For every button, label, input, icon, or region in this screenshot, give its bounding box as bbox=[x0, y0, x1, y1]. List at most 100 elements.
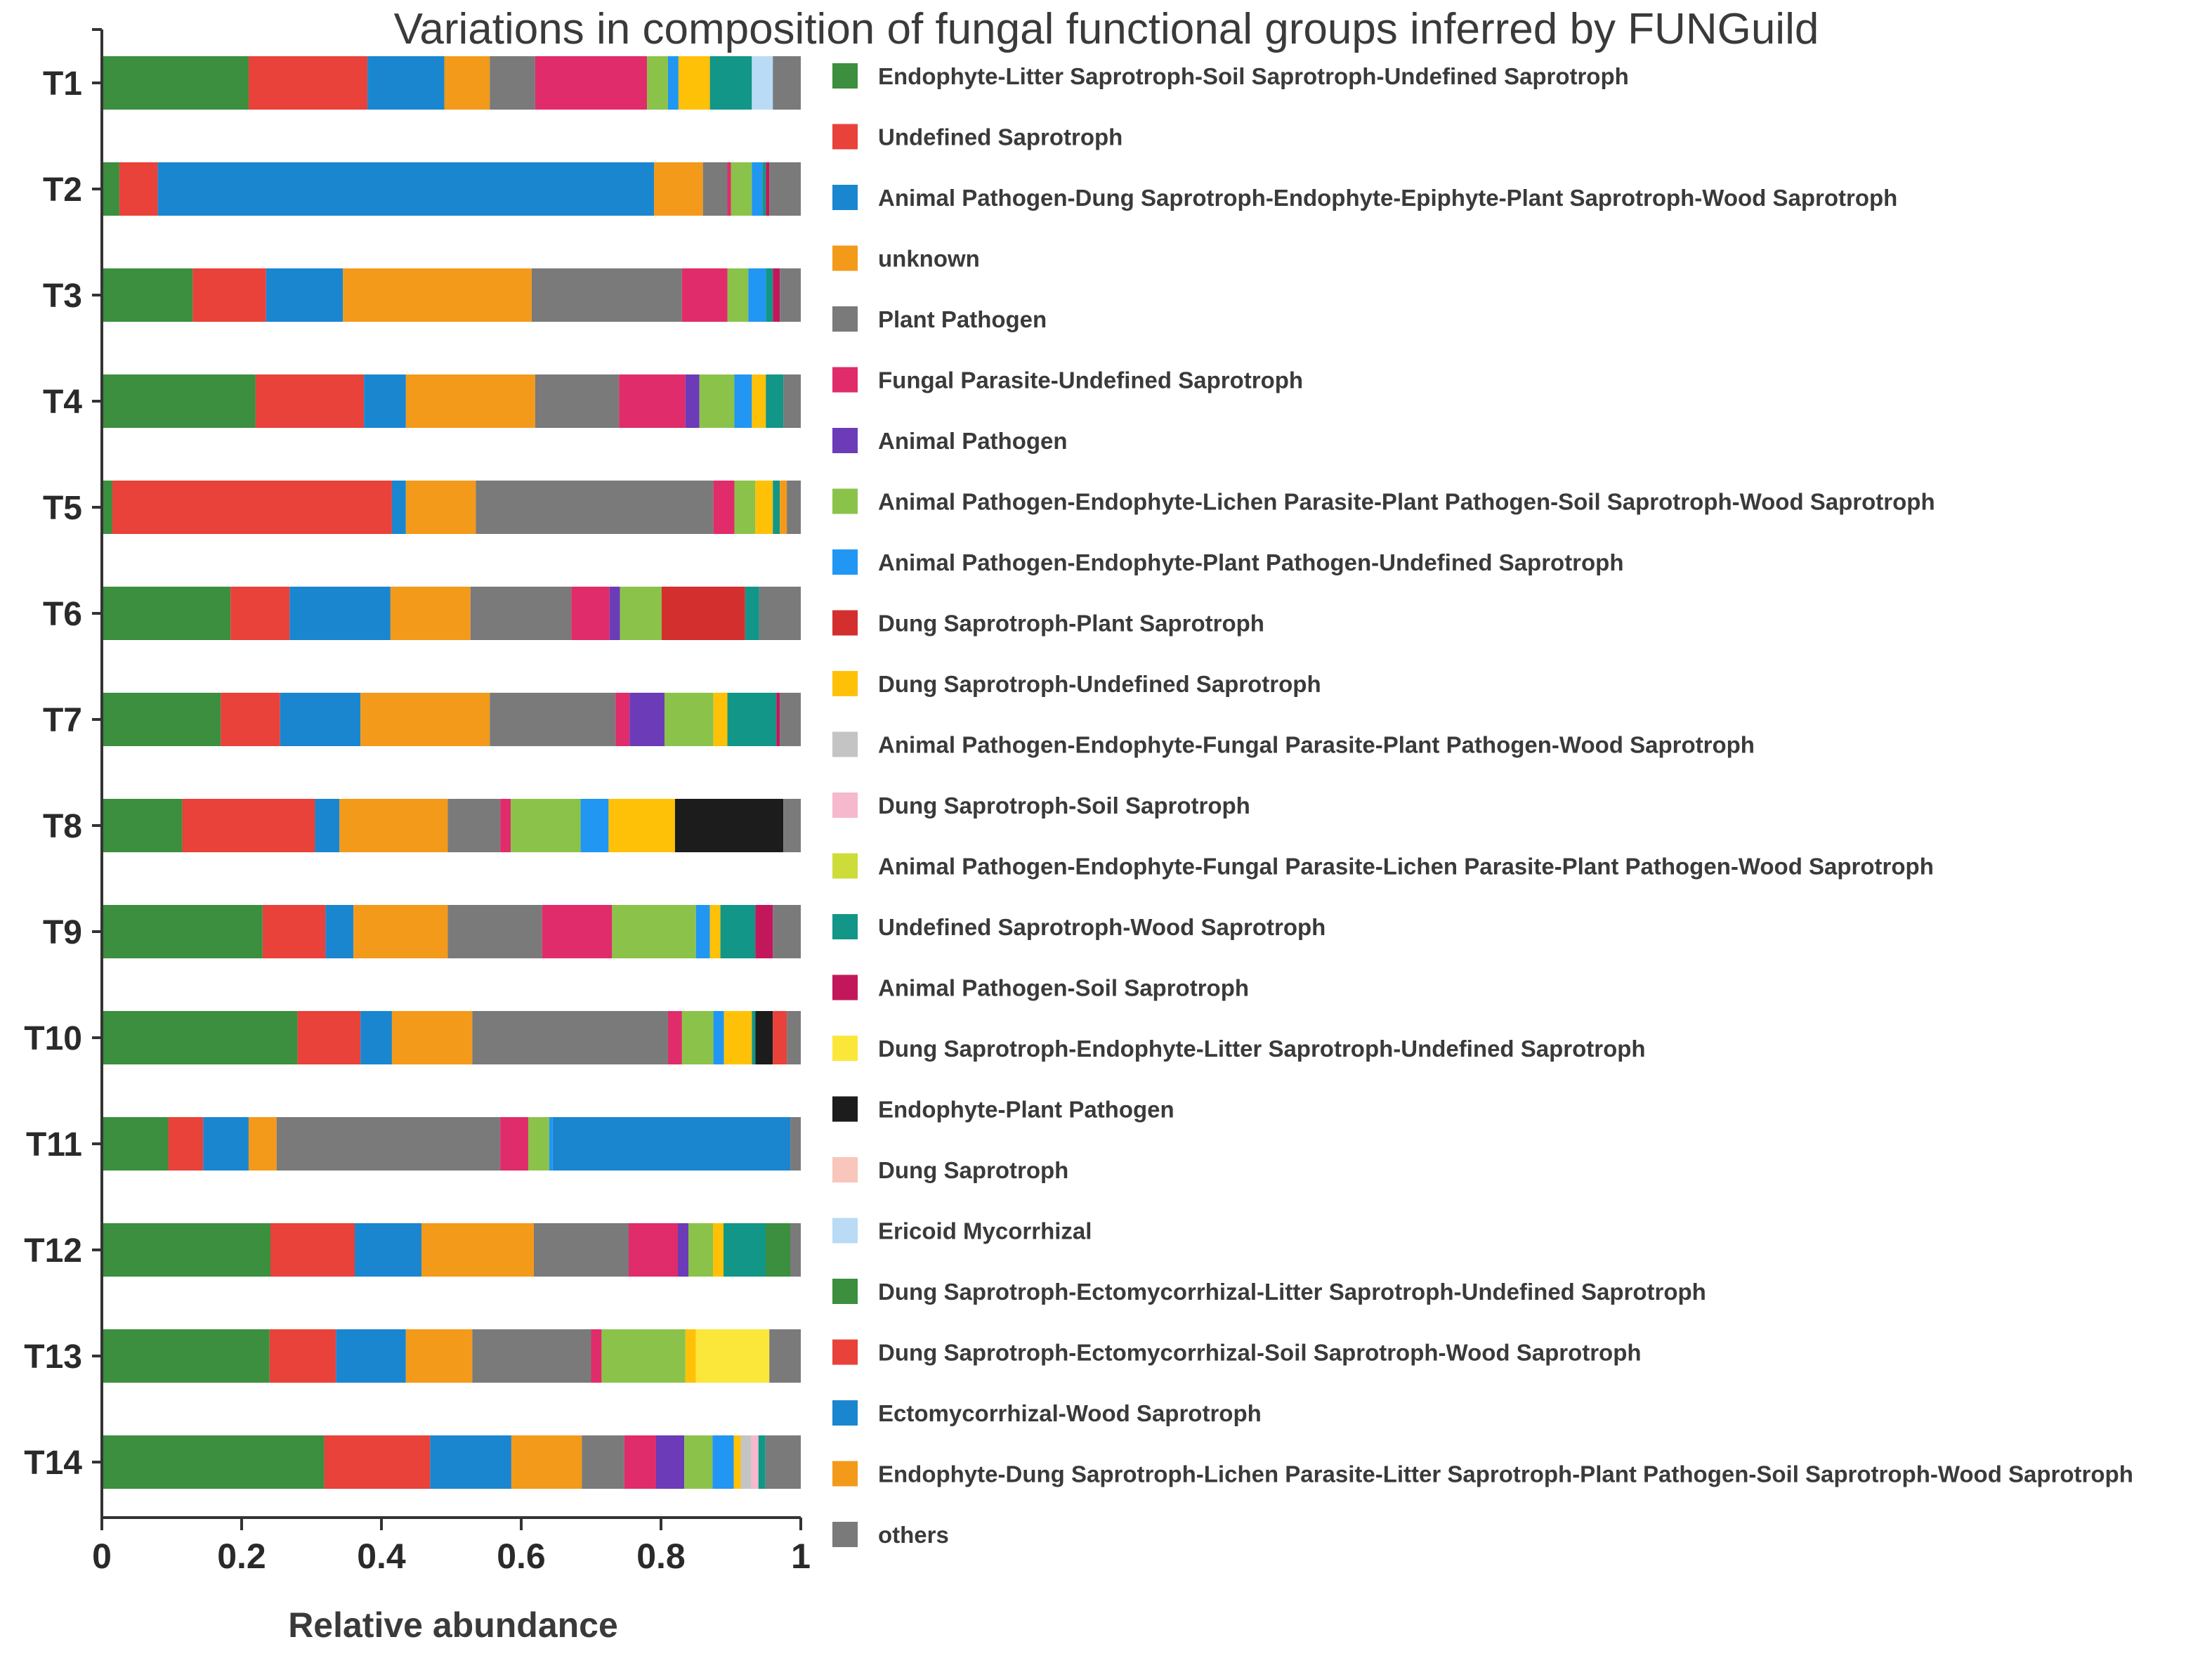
x-tick-label: 0.4 bbox=[357, 1537, 406, 1576]
legend-label: Dung Saprotroph-Ectomycorrhizal-Soil Sap… bbox=[878, 1340, 1642, 1366]
legend-swatch bbox=[832, 1522, 858, 1547]
bar-segment-t11-8 bbox=[549, 1117, 553, 1171]
bar-segment-t6-0 bbox=[102, 587, 231, 640]
bar-segment-t5-1 bbox=[112, 481, 392, 534]
bar-segment-t13-10 bbox=[685, 1329, 696, 1383]
bar-segment-t14-5 bbox=[624, 1435, 656, 1489]
x-tick-label: 0.6 bbox=[497, 1537, 546, 1576]
bar-segment-t5-3 bbox=[405, 481, 476, 534]
bar-segment-t1-10 bbox=[678, 56, 710, 110]
bar-segment-t8-1 bbox=[182, 799, 315, 852]
bar-segment-t4-14 bbox=[766, 374, 784, 428]
bar-segment-t3-3 bbox=[343, 268, 532, 322]
legend-swatch bbox=[832, 731, 858, 757]
bar-segment-t6-9 bbox=[661, 587, 745, 640]
bar-segment-t5-10 bbox=[755, 481, 773, 534]
bar-segment-t12-7 bbox=[688, 1223, 713, 1277]
bar-segment-t4-5 bbox=[619, 374, 686, 428]
y-tick-label: T3 bbox=[43, 278, 82, 315]
legend-swatch bbox=[832, 793, 858, 818]
bar-segment-t1-8 bbox=[667, 56, 679, 110]
bar-segment-t9-5 bbox=[542, 905, 613, 958]
bar-segment-t11-5 bbox=[500, 1117, 528, 1171]
legend-label: Animal Pathogen bbox=[878, 428, 1068, 454]
bar-segment-t5-5 bbox=[713, 481, 735, 534]
bar-segment-t12-0 bbox=[102, 1223, 270, 1277]
bar-segment-t14-7 bbox=[684, 1435, 713, 1489]
bar-segment-t1-0 bbox=[102, 56, 249, 110]
bar-segment-t6-7 bbox=[620, 587, 662, 640]
bar-segment-t13-7 bbox=[601, 1329, 686, 1383]
legend-label: Animal Pathogen-Endophyte-Fungal Parasit… bbox=[878, 732, 1755, 758]
bar-segment-t9-7 bbox=[612, 905, 696, 958]
bar-segment-t6-24 bbox=[759, 587, 801, 640]
bar-segment-t10-5 bbox=[667, 1011, 682, 1064]
bar-segment-t9-0 bbox=[102, 905, 263, 958]
legend-label: Animal Pathogen-Endophyte-Lichen Parasit… bbox=[878, 489, 1935, 515]
bar-segment-t10-8 bbox=[713, 1011, 724, 1064]
y-tick-label: T6 bbox=[43, 596, 82, 633]
bar-segment-t5-14 bbox=[773, 481, 780, 534]
bar-segment-t10-21 bbox=[773, 1011, 787, 1064]
legend-label: Dung Saprotroph-Soil Saprotroph bbox=[878, 793, 1250, 819]
y-tick-label: T5 bbox=[43, 490, 82, 527]
bar-segment-t4-2 bbox=[364, 374, 406, 428]
x-axis-label: Relative abundance bbox=[288, 1605, 618, 1645]
bar-segment-t11-1 bbox=[168, 1117, 204, 1171]
bar-segment-t4-0 bbox=[102, 374, 256, 428]
bar-segment-t8-2 bbox=[315, 799, 340, 852]
bar-segment-t2-8 bbox=[752, 162, 763, 216]
bar-segment-t1-24 bbox=[773, 56, 801, 110]
bar-segment-t3-15 bbox=[773, 268, 780, 322]
y-tick-label: T13 bbox=[24, 1338, 82, 1376]
bar-segment-t10-0 bbox=[102, 1011, 298, 1064]
legend-label: Animal Pathogen-Dung Saprotroph-Endophyt… bbox=[878, 185, 1897, 211]
bar-segment-t8-17 bbox=[674, 799, 784, 852]
bar-segment-t10-7 bbox=[681, 1011, 714, 1064]
bar-segment-t6-14 bbox=[745, 587, 759, 640]
legend-swatch bbox=[832, 306, 858, 332]
y-tick-label: T8 bbox=[43, 808, 82, 845]
legend-swatch bbox=[832, 245, 858, 271]
bar-segment-t4-4 bbox=[535, 374, 620, 428]
bar-segment-t7-15 bbox=[776, 693, 780, 746]
bar-segment-t7-2 bbox=[280, 693, 361, 746]
bar-segment-t11-0 bbox=[102, 1117, 169, 1171]
bar-segment-t13-5 bbox=[591, 1329, 602, 1383]
legend-label: Dung Saprotroph-Ectomycorrhizal-Litter S… bbox=[878, 1279, 1706, 1305]
bar-segment-t6-2 bbox=[289, 587, 391, 640]
x-tick-label: 0.8 bbox=[636, 1537, 686, 1576]
bar-segment-t8-5 bbox=[500, 799, 511, 852]
legend-swatch bbox=[832, 367, 858, 393]
bar-segment-t3-7 bbox=[727, 268, 749, 322]
bar-segment-t2-5 bbox=[727, 162, 731, 216]
bar-segment-t9-3 bbox=[353, 905, 448, 958]
bar-segment-t5-24 bbox=[787, 481, 801, 534]
legend-label: Ericoid Mycorrhizal bbox=[878, 1218, 1092, 1244]
bar-segment-t5-0 bbox=[102, 481, 112, 534]
legend-swatch bbox=[832, 1279, 858, 1304]
bar-segment-t1-3 bbox=[444, 56, 490, 110]
legend-label: Undefined Saprotroph-Wood Saprotroph bbox=[878, 914, 1326, 940]
bar-segment-t14-3 bbox=[511, 1435, 582, 1489]
bar-segment-t10-17 bbox=[755, 1011, 773, 1064]
y-tick-label: T7 bbox=[43, 702, 82, 739]
bar-segment-t11-3 bbox=[248, 1117, 277, 1171]
bar-segment-t11-22 bbox=[552, 1117, 791, 1171]
bar-segment-t2-15 bbox=[766, 162, 770, 216]
bar-segment-t12-3 bbox=[421, 1223, 534, 1277]
x-tick-label: 0.2 bbox=[217, 1537, 266, 1576]
bar-segment-t14-10 bbox=[733, 1435, 741, 1489]
bar-segment-t10-2 bbox=[360, 1011, 392, 1064]
bar-segment-t14-4 bbox=[582, 1435, 624, 1489]
bar-segment-t10-4 bbox=[472, 1011, 668, 1064]
legend-label: Fungal Parasite-Undefined Saprotroph bbox=[878, 367, 1303, 393]
bars-group bbox=[102, 56, 801, 1489]
y-tick-label: T1 bbox=[43, 65, 82, 103]
y-tick-label: T9 bbox=[43, 914, 82, 951]
bar-segment-t14-6 bbox=[655, 1435, 685, 1489]
bar-segment-t8-3 bbox=[339, 799, 448, 852]
bar-segment-t2-2 bbox=[157, 162, 655, 216]
bar-segment-t12-1 bbox=[270, 1223, 355, 1277]
bar-segment-t14-0 bbox=[102, 1435, 325, 1489]
